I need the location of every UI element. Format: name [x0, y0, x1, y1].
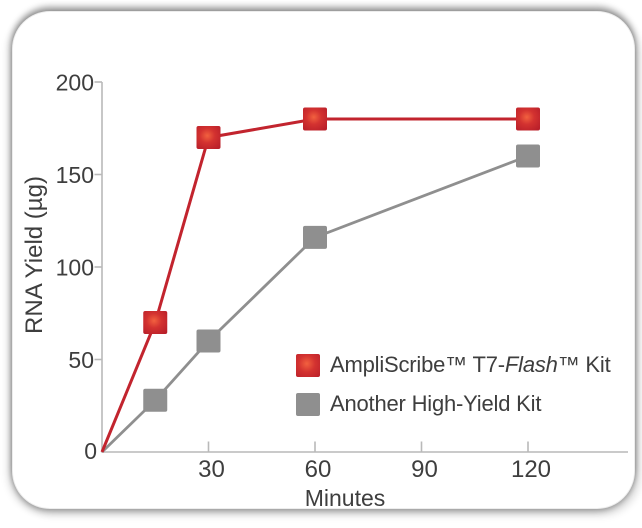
y-tick-label: 150	[56, 162, 94, 188]
chart-card	[12, 11, 635, 509]
data-point-ampliscribe	[516, 107, 540, 131]
data-point-ampliscribe	[196, 126, 221, 149]
y-tick-label: 200	[56, 70, 94, 96]
x-tick-label: 60	[305, 456, 332, 483]
data-point-ampliscribe	[303, 107, 327, 131]
data-point-other-kit	[516, 144, 540, 168]
x-tick-label: 90	[411, 456, 438, 483]
x-tick-label: 120	[511, 456, 551, 483]
y-axis-title: RNA Yield (µg)	[21, 176, 48, 334]
legend-label-other-kit: Another High-Yield Kit	[330, 391, 542, 416]
legend-label-ampliscribe: AmpliScribe™ T7-Flash™ Kit	[330, 352, 611, 377]
data-point-other-kit	[303, 225, 327, 249]
y-tick-label: 100	[56, 255, 94, 281]
origin-label: 0	[84, 438, 97, 464]
legend-swatch-red-square-icon	[296, 353, 320, 377]
legend-item-ampliscribe: AmpliScribe™ T7-Flash™ Kit	[296, 352, 611, 378]
legend-item-other-kit: Another High-Yield Kit	[296, 391, 611, 417]
chart-legend: AmpliScribe™ T7-Flash™ Kit Another High-…	[296, 352, 611, 417]
x-tick-label: 30	[198, 456, 225, 483]
data-point-ampliscribe	[143, 311, 168, 334]
legend-swatch-gray-square-icon	[296, 392, 320, 416]
y-tick-label: 50	[68, 347, 94, 373]
data-point-other-kit	[196, 329, 221, 353]
x-axis-title: Minutes	[305, 485, 386, 511]
data-point-other-kit	[143, 388, 168, 412]
